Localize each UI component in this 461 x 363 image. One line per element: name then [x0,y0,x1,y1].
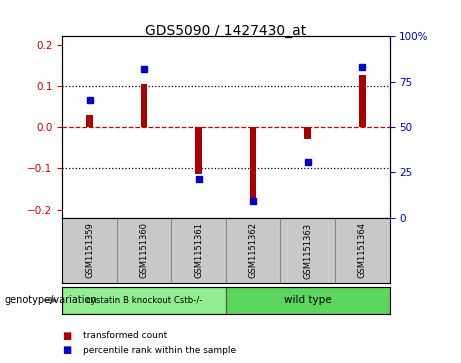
Text: cystatin B knockout Cstb-/-: cystatin B knockout Cstb-/- [86,296,202,305]
Bar [62,287,226,314]
Bar [86,115,93,127]
Text: ■: ■ [62,331,71,341]
Bar [304,127,311,139]
Text: GSM1151361: GSM1151361 [194,223,203,278]
Text: GDS5090 / 1427430_at: GDS5090 / 1427430_at [145,24,307,38]
Bar [141,84,148,127]
Text: GSM1151364: GSM1151364 [358,223,367,278]
Bar [195,127,202,175]
Text: genotype/variation: genotype/variation [5,295,97,305]
Bar [250,127,256,199]
Text: ■: ■ [62,345,71,355]
Text: wild type: wild type [284,295,331,305]
Text: GSM1151362: GSM1151362 [248,223,258,278]
Text: GSM1151359: GSM1151359 [85,223,94,278]
Bar [226,287,390,314]
Bar [359,76,366,127]
Text: GSM1151363: GSM1151363 [303,223,312,278]
Text: percentile rank within the sample: percentile rank within the sample [83,346,236,355]
Text: transformed count: transformed count [83,331,167,340]
Text: GSM1151360: GSM1151360 [140,223,148,278]
